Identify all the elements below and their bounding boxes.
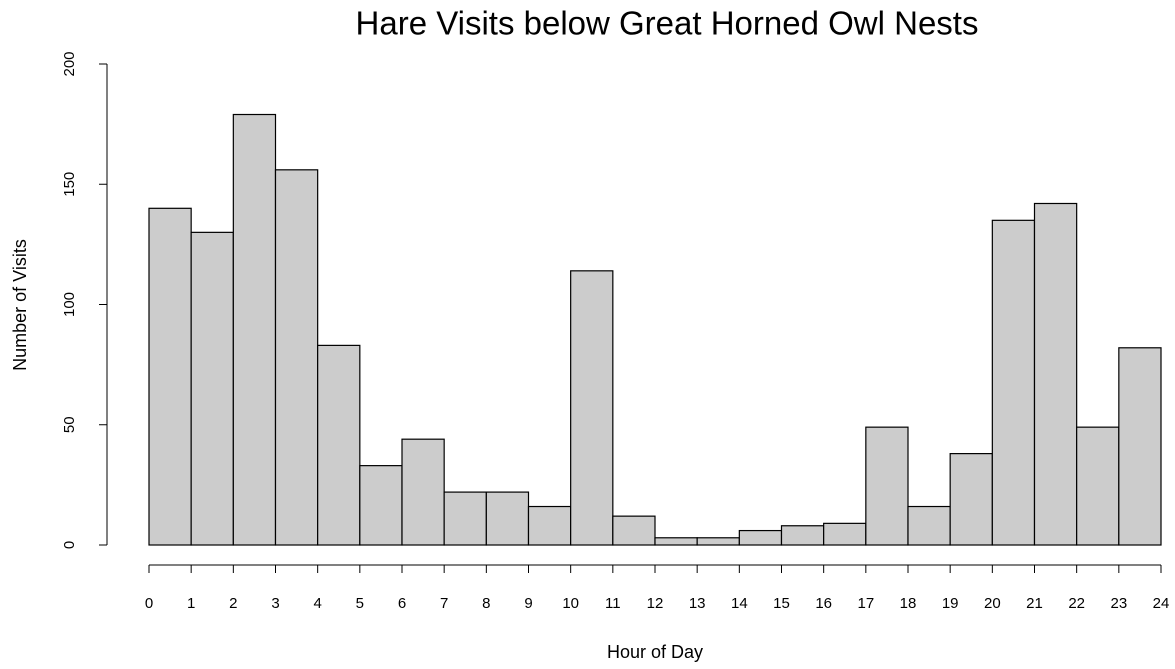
- x-tick-label: 18: [900, 595, 917, 612]
- bar: [1033, 202, 1078, 546]
- x-tick-label: 21: [1026, 595, 1043, 612]
- bar: [654, 537, 698, 546]
- bar: [274, 169, 319, 546]
- bar: [148, 207, 192, 546]
- x-tick-label: 15: [773, 595, 790, 612]
- bar: [991, 219, 1036, 546]
- bar: [1076, 426, 1120, 546]
- x-axis-title: Hour of Day: [607, 642, 703, 662]
- y-tick-label: 150: [61, 172, 78, 197]
- x-tick-label: 2: [229, 595, 237, 612]
- x-tick-label: 8: [482, 595, 490, 612]
- y-tick-label: 0: [61, 541, 78, 549]
- bar: [485, 491, 530, 546]
- bar: [865, 426, 909, 546]
- x-tick-label: 22: [1068, 595, 1085, 612]
- bar: [696, 537, 740, 546]
- x-tick-label: 7: [440, 595, 448, 612]
- x-tick-label: 10: [562, 595, 579, 612]
- x-tick-label: 0: [145, 595, 153, 612]
- bar: [823, 522, 867, 546]
- x-tick-label: 11: [605, 595, 621, 612]
- bar: [443, 491, 487, 546]
- x-tick-label: 20: [984, 595, 1001, 612]
- x-tick-label: 6: [398, 595, 406, 612]
- x-tick-label: 9: [524, 595, 532, 612]
- y-tick-label: 50: [61, 416, 78, 433]
- bar: [780, 525, 825, 546]
- x-tick-label: 5: [356, 595, 364, 612]
- x-tick-label: 19: [942, 595, 959, 612]
- x-tick-label: 17: [857, 595, 874, 612]
- bar: [612, 515, 656, 546]
- y-tick-label: 200: [61, 51, 78, 76]
- bar: [317, 344, 361, 546]
- chart-title: Hare Visits below Great Horned Owl Nests: [356, 5, 979, 42]
- bar: [190, 231, 234, 546]
- x-tick-label: 3: [271, 595, 279, 612]
- bar: [907, 505, 951, 546]
- bar: [401, 438, 445, 546]
- x-tick-label: 12: [647, 595, 664, 612]
- x-tick-label: 23: [1110, 595, 1127, 612]
- bar: [949, 453, 993, 546]
- x-tick-label: 14: [731, 595, 748, 612]
- x-tick-label: 24: [1153, 595, 1170, 612]
- bar: [1118, 347, 1162, 546]
- bar: [527, 505, 572, 546]
- bar: [570, 270, 614, 546]
- bar: [232, 113, 277, 546]
- x-tick-label: 16: [815, 595, 832, 612]
- bar: [359, 465, 403, 546]
- y-tick-label: 100: [61, 292, 78, 317]
- y-axis-title: Number of Visits: [10, 239, 30, 371]
- x-tick-label: 1: [187, 595, 195, 612]
- x-tick-label: 4: [313, 595, 321, 612]
- bar: [738, 529, 783, 546]
- x-tick-label: 13: [689, 595, 706, 612]
